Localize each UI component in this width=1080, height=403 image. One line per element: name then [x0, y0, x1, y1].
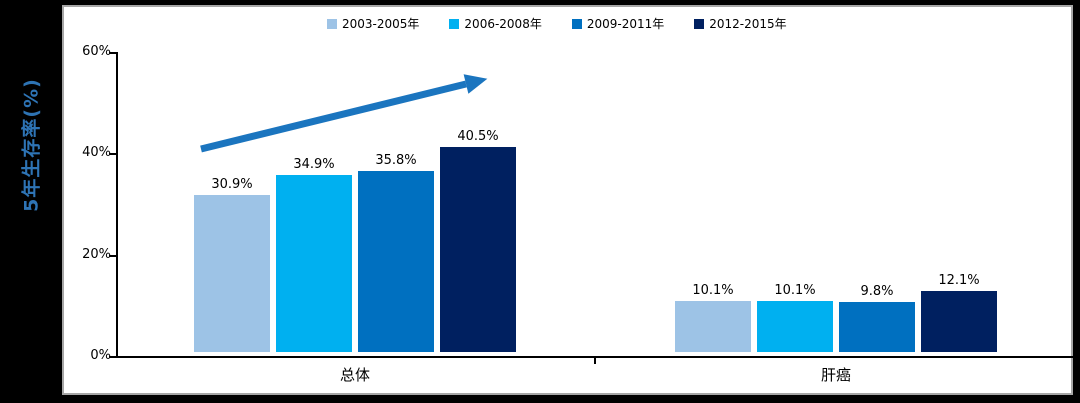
bar-value-label: 30.9%	[211, 177, 253, 193]
legend-item-2006-2008年: 2006-2008年	[449, 15, 542, 32]
bar-column: 9.8%	[839, 284, 915, 352]
y-tick-label: 60%	[82, 44, 111, 59]
bar-2003-2005年-总体	[194, 195, 270, 352]
legend-item-2003-2005年: 2003-2005年	[327, 15, 419, 32]
bar-value-label: 34.9%	[293, 157, 335, 173]
bar-2012-2015年-肝癌	[921, 290, 997, 352]
bar-column: 35.8%	[358, 153, 434, 352]
y-tick-label: 0%	[90, 348, 111, 363]
bar-value-label: 10.1%	[774, 282, 816, 298]
bar-value-label: 12.1%	[938, 272, 980, 288]
y-tick-mark	[109, 254, 117, 257]
bar-column: 10.1%	[675, 283, 751, 352]
legend-label: 2003-2005年	[342, 17, 420, 31]
chart-panel: 2003-2005年 2006-2008年 2009-2011年 2012-2015年…	[62, 5, 1073, 395]
bar-2003-2005年-肝癌	[675, 300, 751, 352]
bar-value-label: 9.8%	[860, 284, 894, 300]
bar-column: 12.1%	[921, 273, 997, 352]
bar-2012-2015年-总体	[440, 146, 516, 352]
y-tick-mark	[109, 153, 117, 156]
legend-marker-icon	[694, 18, 705, 29]
chart-legend: 2003-2005年 2006-2008年 2009-2011年 2012-2015年	[327, 15, 787, 32]
y-axis-title: 5年生存率(%)	[20, 78, 43, 212]
x-axis-tick	[594, 356, 596, 364]
bar-group-肝癌: 10.1% 10.1% 9.8% 12.1%	[675, 273, 997, 352]
bar-column: 40.5%	[440, 129, 516, 352]
legend-label: 2006-2008年	[464, 17, 542, 31]
legend-marker-icon	[327, 18, 337, 29]
y-tick-mark	[109, 52, 117, 54]
y-tick-label: 20%	[82, 246, 111, 262]
bar-2009-2011年-肝癌	[839, 302, 915, 352]
bar-group-总体: 30.9% 34.9% 35.8% 40.5%	[194, 129, 516, 352]
legend-label: 2009-2011年	[586, 17, 665, 31]
bar-column: 30.9%	[194, 177, 270, 352]
bar-column: 10.1%	[757, 283, 833, 352]
bar-2006-2008年-总体	[276, 175, 352, 352]
bar-value-label: 10.1%	[692, 282, 734, 298]
bar-value-label: 40.5%	[457, 128, 499, 144]
bar-value-label: 35.8%	[375, 152, 417, 168]
y-axis-line	[116, 52, 118, 358]
legend-item-2012-2015年: 2012-2015年	[694, 15, 787, 32]
legend-item-2009-2011年: 2009-2011年	[571, 15, 665, 32]
y-tick-label: 40%	[82, 145, 111, 161]
bar-2009-2011年-总体	[358, 170, 434, 352]
bar-2006-2008年-肝癌	[757, 300, 833, 352]
category-label-总体: 总体	[339, 366, 370, 384]
category-label-肝癌: 肝癌	[820, 366, 851, 384]
bar-column: 34.9%	[276, 157, 352, 352]
legend-marker-icon	[571, 18, 582, 29]
legend-label: 2012-2015年	[709, 17, 787, 31]
y-tick-mark	[109, 356, 117, 358]
legend-marker-icon	[449, 18, 460, 29]
